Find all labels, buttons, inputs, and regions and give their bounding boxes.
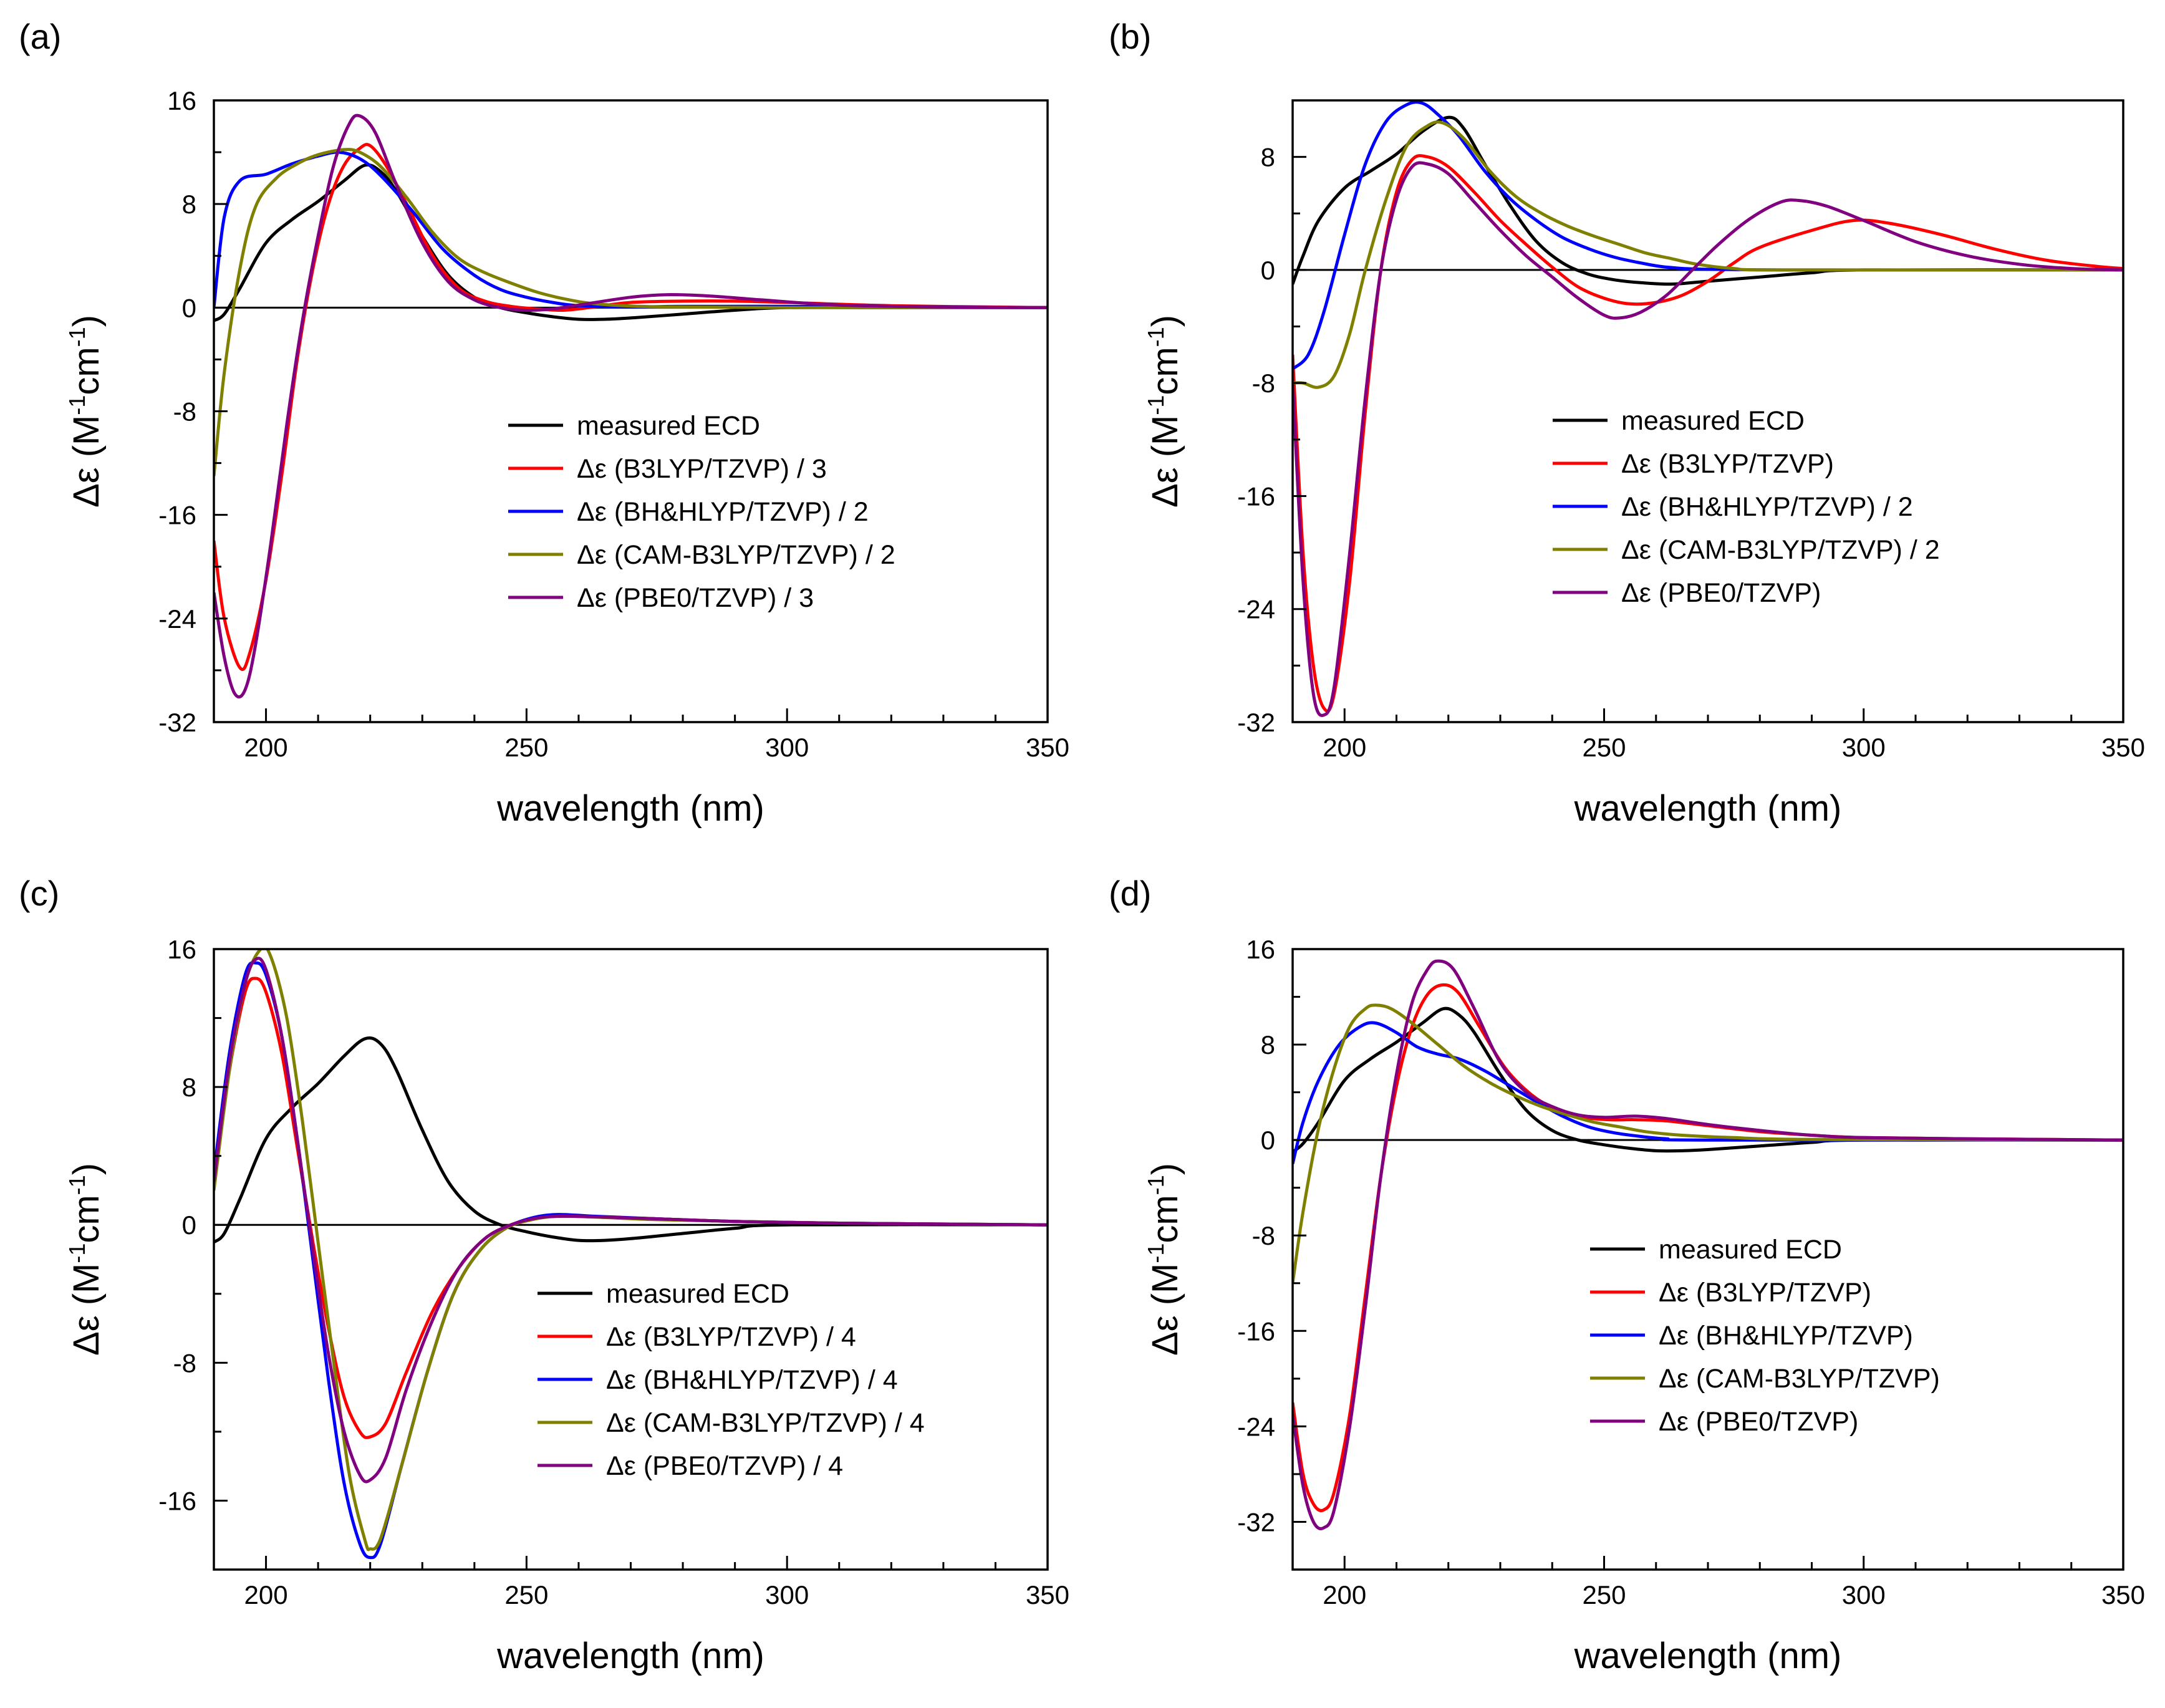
series-line-pbe0 xyxy=(1293,959,2123,1530)
x-tick-label: 250 xyxy=(504,1580,548,1609)
series-line-measured xyxy=(214,1036,1048,1244)
panel-label: (d) xyxy=(1109,874,1151,913)
y-tick-label: -8 xyxy=(1252,369,1275,398)
x-tick-label: 350 xyxy=(2101,733,2145,762)
x-axis-title: wavelength (nm) xyxy=(496,1636,764,1676)
x-axis-title: wavelength (nm) xyxy=(1574,1636,1842,1676)
legend-label-pbe0: Δε (PBE0/TZVP) / 4 xyxy=(606,1451,843,1481)
x-tick-label: 350 xyxy=(1026,1580,1069,1609)
legend: measured ECD Δε (B3LYP/TZVP) / 3 Δε (BH&HL… xyxy=(508,411,895,613)
y-tick-label: 8 xyxy=(182,190,196,219)
x-tick-label: 300 xyxy=(765,733,809,762)
x-tick-label: 250 xyxy=(504,733,548,762)
legend-label-b3lyp: Δε (B3LYP/TZVP) xyxy=(1659,1278,1871,1308)
legend-label-pbe0: Δε (PBE0/TZVP) / 3 xyxy=(577,583,814,613)
panel-label: (b) xyxy=(1109,17,1151,56)
x-tick-label: 350 xyxy=(2101,1580,2145,1609)
series-line-cam xyxy=(1293,1003,2123,1284)
x-axis-title: wavelength (nm) xyxy=(496,788,764,829)
series-line-pbe0 xyxy=(1293,161,2123,717)
legend-label-cam: Δε (CAM-B3LYP/TZVP) xyxy=(1659,1364,1940,1394)
x-tick-label: 200 xyxy=(1323,733,1366,762)
y-axis-title: Δε (M-1cm-1) xyxy=(1143,1163,1185,1356)
legend-label-b3lyp: Δε (B3LYP/TZVP) / 4 xyxy=(606,1322,856,1352)
legend: measured ECD Δε (B3LYP/TZVP) Δε (BH&HLYP/T… xyxy=(1590,1235,1940,1437)
y-tick-label: -24 xyxy=(158,604,196,634)
y-tick-label: 0 xyxy=(182,293,196,322)
y-tick-label: -16 xyxy=(158,501,196,530)
series-line-cam xyxy=(214,148,1048,476)
legend-label-bhhlyp: Δε (BH&HLYP/TZVP) / 2 xyxy=(1621,492,1913,522)
y-tick-label: -24 xyxy=(1237,595,1275,624)
legend-label-b3lyp: Δε (B3LYP/TZVP) / 3 xyxy=(577,454,827,484)
y-tick-label: 16 xyxy=(167,935,196,964)
legend-label-bhhlyp: Δε (BH&HLYP/TZVP) xyxy=(1659,1321,1913,1351)
legend-label-cam: Δε (CAM-B3LYP/TZVP) / 2 xyxy=(577,540,895,570)
y-tick-label: -8 xyxy=(1252,1221,1275,1250)
y-tick-label: 8 xyxy=(1261,143,1275,172)
x-tick-label: 250 xyxy=(1582,733,1626,762)
y-tick-label: 16 xyxy=(1246,935,1275,964)
panel-label: (a) xyxy=(19,17,61,56)
y-tick-label: -16 xyxy=(158,1486,196,1515)
y-axis-title: Δε (M-1cm-1) xyxy=(1143,315,1185,508)
y-tick-label: -32 xyxy=(1237,708,1275,737)
chart-panel-a: (a) 200 250 300 350 -32 -24 -16 -8 0 8 16 wavelength… xyxy=(19,17,1069,829)
y-tick-label: -8 xyxy=(173,1348,196,1377)
series-line-pbe0 xyxy=(214,113,1048,699)
legend: measured ECD Δε (B3LYP/TZVP) / 4 Δε (BH&HL… xyxy=(538,1279,925,1481)
chart-panel-b: (b) 200 250 300 350 -32 -24 -16 -8 0 8 wavelength (… xyxy=(1109,17,2145,829)
series-group xyxy=(1293,100,2123,717)
series-line-cam xyxy=(1293,120,2123,389)
legend-label-measured: measured ECD xyxy=(606,1279,789,1309)
legend-label-cam: Δε (CAM-B3LYP/TZVP) / 2 xyxy=(1621,535,1940,565)
legend-label-pbe0: Δε (PBE0/TZVP) xyxy=(1659,1407,1858,1437)
y-axis-title: Δε (M-1cm-1) xyxy=(64,315,107,508)
legend-label-cam: Δε (CAM-B3LYP/TZVP) / 4 xyxy=(606,1408,925,1438)
x-tick-label: 200 xyxy=(244,1580,288,1609)
y-tick-label: -8 xyxy=(173,397,196,427)
y-tick-label: -16 xyxy=(1237,481,1275,511)
panel-label: (c) xyxy=(19,874,59,913)
legend-label-bhhlyp: Δε (BH&HLYP/TZVP) / 2 xyxy=(577,497,869,527)
series-group xyxy=(214,949,1048,1560)
y-tick-label: -32 xyxy=(1237,1507,1275,1537)
x-tick-label: 200 xyxy=(244,733,288,762)
y-tick-label: 0 xyxy=(1261,1126,1275,1155)
chart-panel-c: (c) 200 250 300 350 -16 -8 0 8 16 wavelength (nm) Δ… xyxy=(19,874,1069,1676)
y-tick-label: -32 xyxy=(158,708,196,737)
legend-label-b3lyp: Δε (B3LYP/TZVP) xyxy=(1621,449,1834,479)
y-tick-label: -16 xyxy=(1237,1316,1275,1346)
y-tick-label: -24 xyxy=(1237,1412,1275,1441)
y-tick-label: 8 xyxy=(1261,1030,1275,1059)
y-tick-label: 8 xyxy=(182,1073,196,1102)
x-tick-label: 200 xyxy=(1323,1580,1366,1609)
legend-label-measured: measured ECD xyxy=(577,411,760,441)
x-tick-label: 300 xyxy=(765,1580,809,1609)
series-line-measured xyxy=(1293,1006,2123,1154)
y-tick-label: 0 xyxy=(182,1210,196,1240)
legend: measured ECD Δε (B3LYP/TZVP) Δε (BH&HLYP/T… xyxy=(1553,406,1940,608)
y-tick-label: 16 xyxy=(167,86,196,115)
x-tick-label: 300 xyxy=(1842,1580,1886,1609)
series-group xyxy=(1293,959,2123,1530)
series-line-measured xyxy=(1293,115,2123,286)
legend-label-pbe0: Δε (PBE0/TZVP) xyxy=(1621,578,1821,608)
legend-label-measured: measured ECD xyxy=(1621,406,1805,436)
chart-panel-d: (d) 200 250 300 350 -32 -24 -16 -8 0 8 16 wavelength… xyxy=(1109,874,2145,1676)
y-tick-label: 0 xyxy=(1261,256,1275,285)
series-line-bhhlyp xyxy=(1293,100,2123,370)
x-tick-label: 250 xyxy=(1582,1580,1626,1609)
series-line-pbe0 xyxy=(214,957,1048,1484)
series-line-bhhlyp xyxy=(1293,1021,2123,1165)
legend-label-measured: measured ECD xyxy=(1659,1235,1842,1265)
x-tick-label: 350 xyxy=(1026,733,1069,762)
y-axis-title: Δε (M-1cm-1) xyxy=(64,1163,107,1356)
x-tick-label: 300 xyxy=(1842,733,1886,762)
series-group xyxy=(214,113,1048,699)
x-axis-title: wavelength (nm) xyxy=(1574,788,1842,829)
legend-label-bhhlyp: Δε (BH&HLYP/TZVP) / 4 xyxy=(606,1365,898,1395)
